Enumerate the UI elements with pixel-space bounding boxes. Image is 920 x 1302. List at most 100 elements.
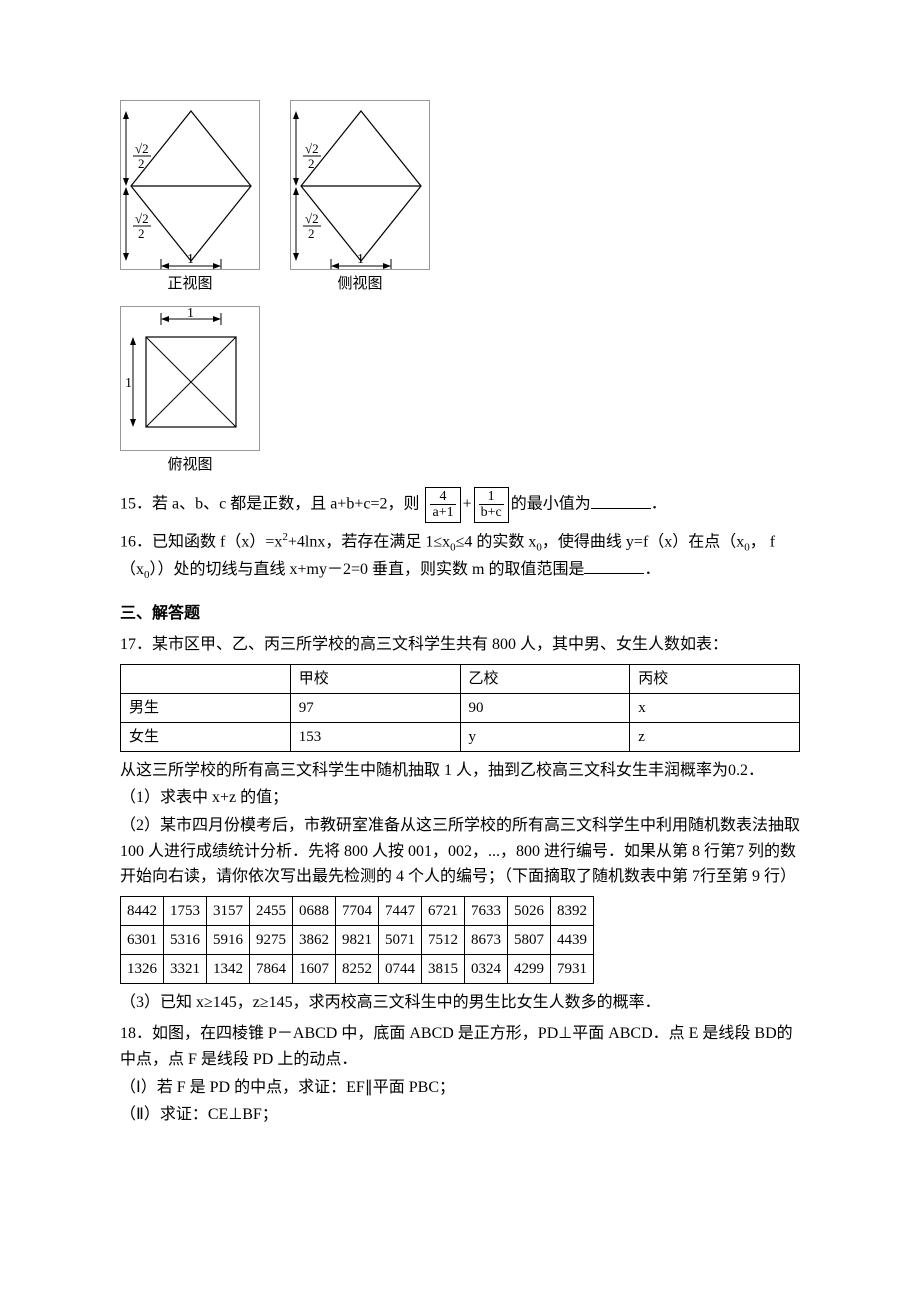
rnd-cell: 5026: [508, 896, 551, 925]
td-female-yi: y: [460, 722, 630, 751]
q15-frac1-den: a+1: [430, 505, 455, 520]
q16-l1-end: ，: [750, 533, 766, 550]
front-view-box: √2 2 √2 2 1 正视图: [120, 100, 260, 296]
table-row: 男生 97 90 x: [121, 693, 800, 722]
rnd-cell: 6301: [121, 925, 164, 954]
view-diagrams-row-1: √2 2 √2 2 1 正视图 √2 2 √2 2: [120, 100, 800, 296]
table-row: 8442175331572455068877047447672176335026…: [121, 896, 594, 925]
svg-text:2: 2: [138, 226, 145, 241]
svg-text:√2: √2: [135, 211, 149, 226]
rnd-cell: 5807: [508, 925, 551, 954]
q16-l1-post: ，使得曲线 y=f（x）在点（x: [542, 533, 744, 550]
rnd-cell: 7931: [551, 954, 594, 983]
q17-p1: 从这三所学校的所有高三文科学生中随机抽取 1 人，抽到乙校高三文科女生丰润概率为…: [120, 758, 800, 784]
rnd-cell: 9821: [336, 925, 379, 954]
td-male-yi: 90: [460, 693, 630, 722]
q17-p2: （1）求表中 x+z 的值；: [120, 785, 800, 811]
q17-p4: （3）已知 x≥145，z≥145，求丙校高三文科生中的男生比女生人数多的概率．: [120, 990, 800, 1016]
q15-blank: [591, 508, 651, 509]
table-row: 甲校 乙校 丙校: [121, 664, 800, 693]
q18-p1: ．如图，在四棱锥 P－ABCD 中，底面 ABCD 是正方形，PD⊥平面 ABC…: [120, 1025, 793, 1068]
rnd-cell: 1607: [293, 954, 336, 983]
question-17: 17．某市区甲、乙、丙三所学校的高三文科学生共有 800 人，其中男、女生人数如…: [120, 632, 800, 1015]
rnd-cell: 4299: [508, 954, 551, 983]
svg-text:1: 1: [357, 252, 364, 267]
rnd-cell: 3862: [293, 925, 336, 954]
table-row: 1326332113427864160782520744381503244299…: [121, 954, 594, 983]
q15-post: 的最小值为: [511, 496, 591, 513]
rnd-cell: 3815: [422, 954, 465, 983]
side-view-label: 侧视图: [337, 272, 382, 296]
section-3-title: 三、解答题: [120, 601, 800, 627]
td-male-bing: x: [630, 693, 800, 722]
q15-frac2-num: 1: [479, 489, 504, 505]
th-bing: 丙校: [630, 664, 800, 693]
q17-random-table: 8442175331572455068877047447672176335026…: [120, 896, 594, 984]
q16-l2-mid: ））处的切线与直线 x+my－2=0 垂直，则实数 m 的取值范围是: [150, 561, 585, 578]
rnd-cell: 5316: [164, 925, 207, 954]
svg-text:√2: √2: [135, 141, 149, 156]
q16-l1-m1: +4lnx，若存在满足 1≤x: [288, 533, 450, 550]
rnd-cell: 7864: [250, 954, 293, 983]
q17-school-table: 甲校 乙校 丙校 男生 97 90 x 女生 153 y z: [120, 664, 800, 752]
rnd-cell: 7447: [379, 896, 422, 925]
q15-frac2: 1 b+c: [474, 487, 509, 523]
rnd-cell: 1753: [164, 896, 207, 925]
rnd-cell: 0324: [465, 954, 508, 983]
svg-text:√2: √2: [305, 211, 319, 226]
q15-num: 15: [120, 496, 136, 513]
rnd-cell: 5916: [207, 925, 250, 954]
q17-p3: （2）某市四月份模考后，市教研室准备从这三所学校的所有高三文科学生中利用随机数表…: [120, 813, 800, 890]
q16-l1-pre: ．已知函数 f（x）=x: [136, 533, 282, 550]
rnd-cell: 3321: [164, 954, 207, 983]
rnd-cell: 0688: [293, 896, 336, 925]
q15-frac2-den: b+c: [479, 505, 504, 520]
rnd-cell: 7512: [422, 925, 465, 954]
th-jia: 甲校: [290, 664, 460, 693]
table-row: 女生 153 y z: [121, 722, 800, 751]
svg-text:1: 1: [125, 376, 132, 391]
q15-frac1: 4 a+1: [425, 487, 460, 523]
front-view-svg: √2 2 √2 2 1: [120, 100, 260, 270]
svg-text:1: 1: [187, 252, 194, 267]
q16-l2-period: ．: [644, 561, 660, 578]
q15-plus: +: [463, 496, 472, 513]
q18-p2: （Ⅰ）若 F 是 PD 的中点，求证：EF∥平面 PBC；: [120, 1075, 800, 1101]
rnd-cell: 9275: [250, 925, 293, 954]
table-row: 6301531659169275386298215071751286735807…: [121, 925, 594, 954]
rnd-cell: 8673: [465, 925, 508, 954]
question-15: 15．若 a、b、c 都是正数，且 a+b+c=2，则 4 a+1 + 1 b+…: [120, 487, 800, 523]
svg-text:√2: √2: [305, 141, 319, 156]
q18-num: 18: [120, 1025, 136, 1042]
svg-text:2: 2: [308, 156, 315, 171]
q16-num: 16: [120, 533, 136, 550]
front-view-label: 正视图: [167, 272, 212, 296]
rnd-cell: 0744: [379, 954, 422, 983]
q15-pre: ．若 a、b、c 都是正数，且 a+b+c=2，则: [136, 496, 419, 513]
q17-intro: ．某市区甲、乙、丙三所学校的高三文科学生共有 800 人，其中男、女生人数如表：: [136, 636, 728, 653]
rnd-cell: 3157: [207, 896, 250, 925]
rnd-cell: 8442: [121, 896, 164, 925]
svg-text:1: 1: [187, 306, 194, 321]
rnd-cell: 2455: [250, 896, 293, 925]
q16-l1-m2: ≤4 的实数 x: [456, 533, 537, 550]
top-view-svg: 1 1: [120, 306, 260, 451]
q15-period: ．: [651, 496, 667, 513]
th-blank: [121, 664, 291, 693]
side-view-svg: √2 2 √2 2 1: [290, 100, 430, 270]
q15-frac1-num: 4: [430, 489, 455, 505]
question-18: 18．如图，在四棱锥 P－ABCD 中，底面 ABCD 是正方形，PD⊥平面 A…: [120, 1021, 800, 1127]
td-male-jia: 97: [290, 693, 460, 722]
rnd-cell: 1326: [121, 954, 164, 983]
rnd-cell: 4439: [551, 925, 594, 954]
rnd-cell: 6721: [422, 896, 465, 925]
rnd-cell: 7633: [465, 896, 508, 925]
td-female-jia: 153: [290, 722, 460, 751]
td-male: 男生: [121, 693, 291, 722]
rnd-cell: 5071: [379, 925, 422, 954]
rnd-cell: 1342: [207, 954, 250, 983]
rnd-cell: 8252: [336, 954, 379, 983]
td-female: 女生: [121, 722, 291, 751]
q17-num: 17: [120, 636, 136, 653]
td-female-bing: z: [630, 722, 800, 751]
